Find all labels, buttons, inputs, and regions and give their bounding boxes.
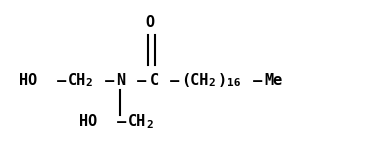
Text: —: — xyxy=(244,72,271,88)
Text: C: C xyxy=(150,72,159,88)
Text: —: — xyxy=(108,114,136,129)
Text: 16: 16 xyxy=(227,78,241,88)
Text: ): ) xyxy=(218,72,227,88)
Text: Me: Me xyxy=(265,72,283,88)
Text: —: — xyxy=(48,72,75,88)
Text: N: N xyxy=(116,72,125,88)
Text: 2: 2 xyxy=(147,120,153,130)
Text: HO: HO xyxy=(79,114,98,129)
Text: O: O xyxy=(146,15,155,30)
Text: HO: HO xyxy=(19,72,37,88)
Text: CH: CH xyxy=(128,114,147,129)
Text: 2: 2 xyxy=(86,78,92,88)
Text: —: — xyxy=(96,72,124,88)
Text: —: — xyxy=(128,72,156,88)
Text: 2: 2 xyxy=(209,78,215,88)
Text: —: — xyxy=(161,72,188,88)
Text: CH: CH xyxy=(67,72,86,88)
Text: (CH: (CH xyxy=(181,72,209,88)
